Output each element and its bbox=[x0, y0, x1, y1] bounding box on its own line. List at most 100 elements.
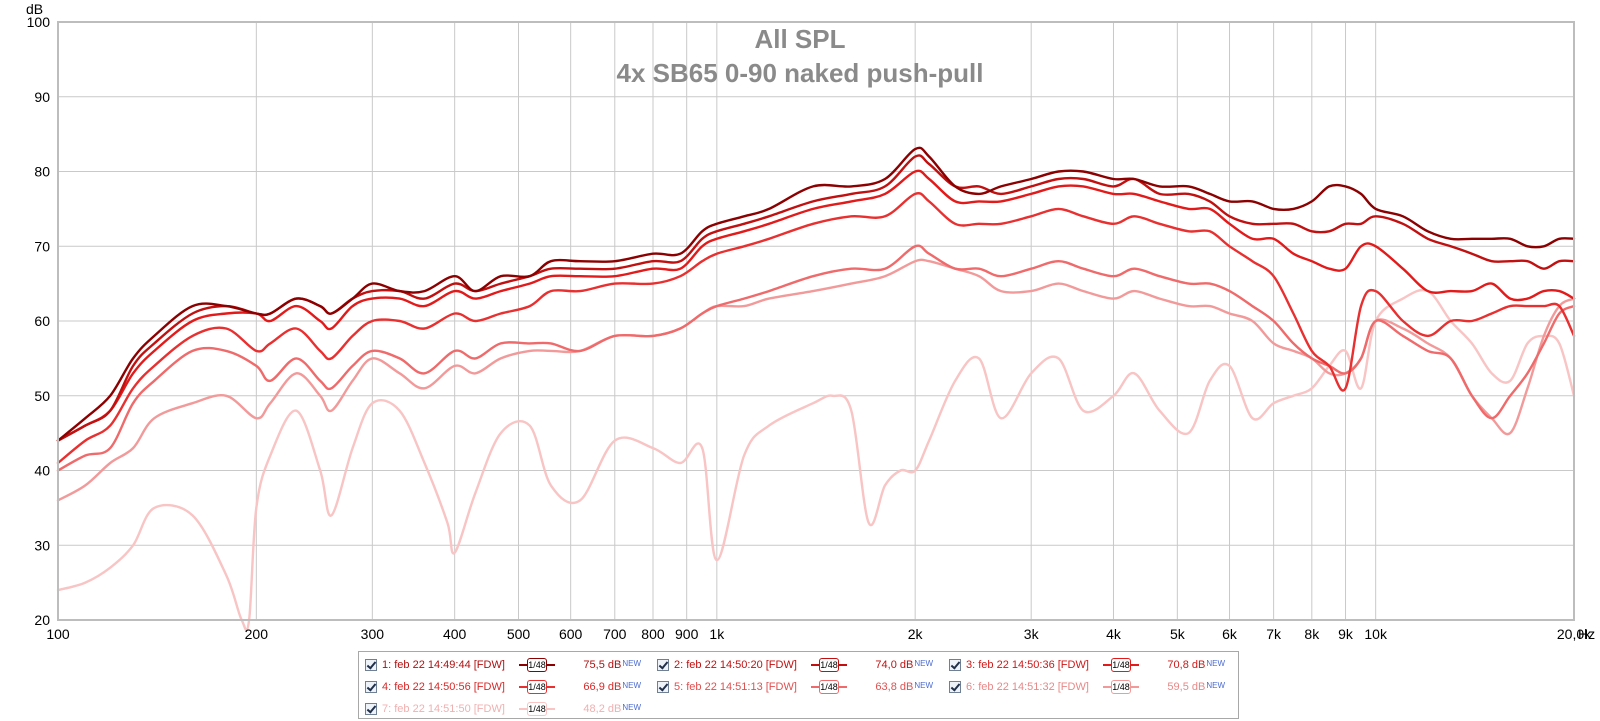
new-badge: NEW bbox=[622, 703, 641, 712]
legend-entry: 5: feb 22 14:51:13 [FDW] 1/48 63,8 dBNEW bbox=[657, 677, 949, 697]
x-tick-label: 200 bbox=[245, 626, 269, 642]
level-value: 48,2 dB bbox=[583, 703, 622, 715]
new-badge: NEW bbox=[1206, 659, 1225, 668]
legend-entry: 1: feb 22 14:49:44 [FDW] 1/48 75,5 dBNEW bbox=[365, 655, 657, 675]
level-value: 70,8 dB bbox=[1167, 659, 1206, 671]
smoothing-swatch[interactable]: 1/48 bbox=[811, 680, 847, 694]
legend-level: 66,9 dBNEW bbox=[563, 681, 641, 693]
smoothing-swatch[interactable]: 1/48 bbox=[1103, 658, 1139, 672]
y-tick-label: 60 bbox=[34, 313, 50, 329]
series-visibility-checkbox[interactable] bbox=[657, 681, 669, 693]
x-tick-label: 6k bbox=[1222, 626, 1238, 642]
series-line-3 bbox=[56, 169, 1576, 442]
smoothing-label: 1/48 bbox=[527, 680, 547, 694]
smoothing-swatch[interactable]: 1/48 bbox=[519, 680, 555, 694]
series-line-7 bbox=[56, 288, 1576, 632]
y-tick-label: 20 bbox=[34, 612, 50, 628]
legend-label[interactable]: 4: feb 22 14:50:56 [FDW] bbox=[382, 681, 505, 693]
level-value: 63,8 dB bbox=[875, 681, 914, 693]
x-tick-label: 800 bbox=[641, 626, 665, 642]
legend-entry: 2: feb 22 14:50:20 [FDW] 1/48 74,0 dBNEW bbox=[657, 655, 949, 675]
legend-level: 75,5 dBNEW bbox=[563, 659, 641, 671]
y-tick-label: 30 bbox=[34, 537, 50, 553]
x-tick-label: 900 bbox=[675, 626, 699, 642]
smoothing-label: 1/48 bbox=[819, 658, 839, 672]
series-visibility-checkbox[interactable] bbox=[365, 681, 377, 693]
legend-label[interactable]: 2: feb 22 14:50:20 [FDW] bbox=[674, 659, 797, 671]
level-value: 59,5 dB bbox=[1167, 681, 1206, 693]
legend-level: 70,8 dBNEW bbox=[1147, 659, 1225, 671]
new-badge: NEW bbox=[1206, 681, 1225, 690]
series-line-5 bbox=[56, 244, 1576, 472]
smoothing-label: 1/48 bbox=[819, 680, 839, 694]
smoothing-label: 1/48 bbox=[1111, 658, 1131, 672]
series-visibility-checkbox[interactable] bbox=[657, 659, 669, 671]
legend-level: 48,2 dBNEW bbox=[563, 703, 641, 715]
legend-label[interactable]: 1: feb 22 14:49:44 [FDW] bbox=[382, 659, 505, 671]
smoothing-label: 1/48 bbox=[527, 658, 547, 672]
legend-row: 7: feb 22 14:51:50 [FDW] 1/48 48,2 dBNEW bbox=[365, 699, 657, 719]
x-tick-label: 400 bbox=[443, 626, 467, 642]
new-badge: NEW bbox=[622, 681, 641, 690]
x-tick-label: 20,0k bbox=[1557, 626, 1592, 642]
smoothing-swatch[interactable]: 1/48 bbox=[1103, 680, 1139, 694]
series-visibility-checkbox[interactable] bbox=[949, 681, 961, 693]
y-tick-labels: 20 30 40 50 60 70 80 90 100 bbox=[27, 14, 51, 628]
x-tick-label: 100 bbox=[46, 626, 70, 642]
x-tick-label: 7k bbox=[1266, 626, 1282, 642]
new-badge: NEW bbox=[622, 659, 641, 668]
y-tick-label: 40 bbox=[34, 463, 50, 479]
level-value: 66,9 dB bbox=[583, 681, 622, 693]
series-curves bbox=[56, 146, 1576, 632]
legend-entry: 7: feb 22 14:51:50 [FDW] 1/48 48,2 dBNEW bbox=[365, 699, 657, 719]
y-tick-label: 90 bbox=[34, 89, 50, 105]
legend-level: 63,8 dBNEW bbox=[855, 681, 933, 693]
smoothing-label: 1/48 bbox=[1111, 680, 1131, 694]
smoothing-swatch[interactable]: 1/48 bbox=[519, 702, 555, 716]
legend-level: 59,5 dBNEW bbox=[1147, 681, 1225, 693]
x-tick-label: 1k bbox=[709, 626, 725, 642]
smoothing-swatch[interactable]: 1/48 bbox=[519, 658, 555, 672]
plot-frame bbox=[57, 21, 1575, 621]
legend-entry: 4: feb 22 14:50:56 [FDW] 1/48 66,9 dBNEW bbox=[365, 677, 657, 697]
legend: 1: feb 22 14:49:44 [FDW] 1/48 75,5 dBNEW 2:… bbox=[358, 651, 1239, 719]
spl-chart: 20 30 40 50 60 70 80 90 100 100 200 300 400 500 600 70… bbox=[26, 1, 1595, 642]
legend-label[interactable]: 3: feb 22 14:50:36 [FDW] bbox=[966, 659, 1089, 671]
y-tick-label: 80 bbox=[34, 164, 50, 180]
x-tick-label: 4k bbox=[1106, 626, 1122, 642]
x-tick-label: 10k bbox=[1364, 626, 1388, 642]
legend-label[interactable]: 5: feb 22 14:51:13 [FDW] bbox=[674, 681, 797, 693]
legend-row: 4: feb 22 14:50:56 [FDW] 1/48 66,9 dBNEW 5:… bbox=[365, 677, 1241, 697]
legend-label[interactable]: 6: feb 22 14:51:32 [FDW] bbox=[966, 681, 1089, 693]
level-value: 74,0 dB bbox=[875, 659, 914, 671]
x-tick-label: 300 bbox=[361, 626, 385, 642]
y-axis-label: dB bbox=[26, 1, 43, 17]
x-tick-label: 2k bbox=[908, 626, 924, 642]
legend-label[interactable]: 7: feb 22 14:51:50 [FDW] bbox=[382, 703, 505, 715]
chart-subtitle: 4x SB65 0-90 naked push-pull bbox=[616, 58, 983, 88]
x-tick-labels: 100 200 300 400 500 600 700 800 900 1k 2k 3k 4k 5k 6k 7… bbox=[46, 626, 1592, 642]
series-visibility-checkbox[interactable] bbox=[365, 659, 377, 671]
y-tick-label: 50 bbox=[34, 388, 50, 404]
x-tick-label: 600 bbox=[559, 626, 583, 642]
series-visibility-checkbox[interactable] bbox=[365, 703, 377, 715]
new-badge: NEW bbox=[914, 681, 933, 690]
x-tick-label: 8k bbox=[1304, 626, 1320, 642]
smoothing-label: 1/48 bbox=[527, 702, 547, 716]
series-visibility-checkbox[interactable] bbox=[949, 659, 961, 671]
level-value: 75,5 dB bbox=[583, 659, 622, 671]
legend-entry: 3: feb 22 14:50:36 [FDW] 1/48 70,8 dBNEW bbox=[949, 655, 1241, 675]
y-tick-label: 100 bbox=[27, 14, 51, 30]
smoothing-swatch[interactable]: 1/48 bbox=[811, 658, 847, 672]
chart-title: All SPL bbox=[754, 24, 845, 54]
x-tick-label: 9k bbox=[1338, 626, 1354, 642]
series-line-4 bbox=[56, 192, 1576, 465]
x-tick-label: 5k bbox=[1170, 626, 1186, 642]
x-tick-label: 3k bbox=[1024, 626, 1040, 642]
x-axis-unit: Hz bbox=[1578, 626, 1595, 642]
x-tick-label: 700 bbox=[603, 626, 627, 642]
legend-level: 74,0 dBNEW bbox=[855, 659, 933, 671]
legend-entry: 6: feb 22 14:51:32 [FDW] 1/48 59,5 dBNEW bbox=[949, 677, 1241, 697]
legend-row: 1: feb 22 14:49:44 [FDW] 1/48 75,5 dBNEW 2:… bbox=[365, 655, 1241, 675]
x-tick-label: 500 bbox=[507, 626, 531, 642]
